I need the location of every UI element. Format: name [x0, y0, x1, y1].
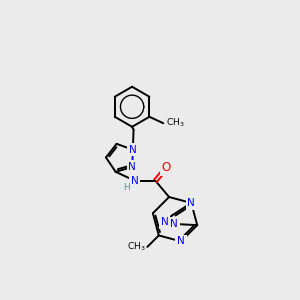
Text: N: N [188, 198, 195, 208]
Text: N: N [131, 176, 139, 186]
Text: H: H [123, 183, 130, 192]
Text: O: O [162, 161, 171, 174]
Text: N: N [161, 217, 169, 227]
Text: N: N [177, 236, 185, 246]
Text: N: N [129, 145, 137, 155]
Text: CH$_3$: CH$_3$ [127, 241, 146, 253]
Text: N: N [170, 219, 178, 229]
Text: CH$_3$: CH$_3$ [166, 117, 184, 130]
Text: N: N [128, 162, 136, 172]
